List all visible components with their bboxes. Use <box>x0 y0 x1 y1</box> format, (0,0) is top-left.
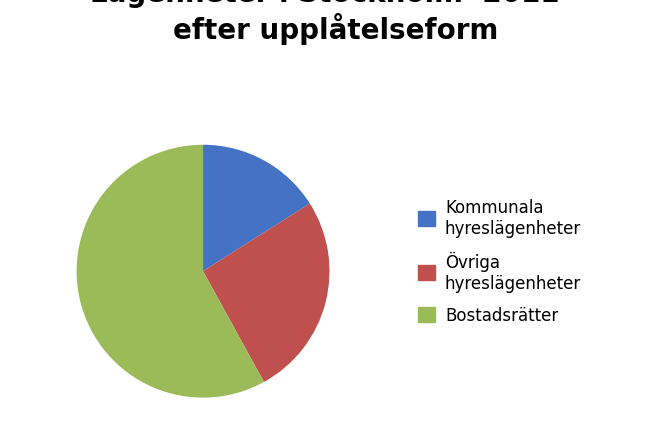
Wedge shape <box>77 145 264 398</box>
Wedge shape <box>203 145 310 272</box>
Legend: Kommunala
hyreslägenheter, Övriga
hyreslägenheter, Bostadsrätter: Kommunala hyreslägenheter, Övriga hyresl… <box>419 199 581 325</box>
Title: Lägenheter i Stockholm  2011 -
efter upplåtelseform: Lägenheter i Stockholm 2011 - efter uppl… <box>90 0 581 45</box>
Wedge shape <box>203 204 329 382</box>
